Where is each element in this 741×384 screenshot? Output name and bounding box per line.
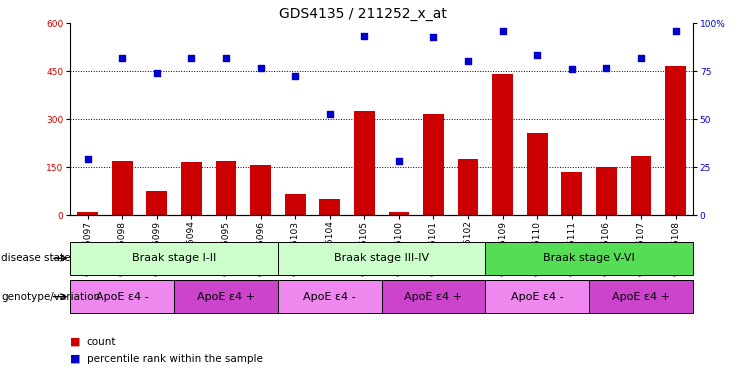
Bar — [278, 280, 382, 313]
Bar — [250, 166, 271, 215]
Point — [359, 33, 370, 39]
Point — [635, 55, 647, 61]
Text: Braak stage I-II: Braak stage I-II — [132, 253, 216, 263]
Text: ■: ■ — [70, 354, 81, 364]
Text: ApoE ε4 -: ApoE ε4 - — [96, 291, 149, 302]
Bar — [319, 199, 340, 215]
Text: ApoE ε4 +: ApoE ε4 + — [197, 291, 255, 302]
Text: genotype/variation: genotype/variation — [1, 291, 101, 302]
Point — [428, 35, 439, 41]
Bar — [174, 280, 278, 313]
Point — [185, 55, 197, 61]
Bar — [492, 74, 513, 215]
Point — [566, 66, 578, 73]
Point — [255, 65, 267, 71]
Point — [531, 52, 543, 58]
Bar — [77, 212, 98, 215]
Point — [220, 55, 232, 61]
Point — [289, 73, 301, 79]
Bar — [70, 242, 278, 275]
Bar — [278, 242, 485, 275]
Text: Braak stage V-VI: Braak stage V-VI — [543, 253, 635, 263]
Title: GDS4135 / 211252_x_at: GDS4135 / 211252_x_at — [279, 7, 447, 21]
Point — [151, 70, 163, 76]
Bar — [527, 134, 548, 215]
Bar — [216, 161, 236, 215]
Bar — [631, 156, 651, 215]
Point — [116, 55, 128, 61]
Bar — [70, 280, 174, 313]
Text: count: count — [87, 337, 116, 347]
Bar — [388, 212, 409, 215]
Point — [324, 111, 336, 118]
Bar — [596, 167, 617, 215]
Bar — [181, 162, 202, 215]
Bar — [423, 114, 444, 215]
Text: disease state: disease state — [1, 253, 71, 263]
Point — [496, 28, 508, 34]
Point — [600, 65, 612, 71]
Text: ApoE ε4 -: ApoE ε4 - — [303, 291, 356, 302]
Text: ApoE ε4 +: ApoE ε4 + — [405, 291, 462, 302]
Bar — [458, 159, 479, 215]
Bar — [354, 111, 375, 215]
Bar — [147, 191, 167, 215]
Bar — [285, 194, 305, 215]
Point — [82, 156, 93, 162]
Text: ApoE ε4 -: ApoE ε4 - — [511, 291, 564, 302]
Bar — [485, 242, 693, 275]
Bar — [562, 172, 582, 215]
Text: percentile rank within the sample: percentile rank within the sample — [87, 354, 262, 364]
Text: ApoE ε4 +: ApoE ε4 + — [612, 291, 670, 302]
Bar — [589, 280, 693, 313]
Bar — [665, 66, 686, 215]
Text: Braak stage III-IV: Braak stage III-IV — [334, 253, 429, 263]
Point — [670, 28, 682, 34]
Bar — [112, 161, 133, 215]
Bar — [382, 280, 485, 313]
Text: ■: ■ — [70, 337, 81, 347]
Point — [462, 58, 474, 65]
Point — [393, 157, 405, 164]
Bar — [485, 280, 589, 313]
